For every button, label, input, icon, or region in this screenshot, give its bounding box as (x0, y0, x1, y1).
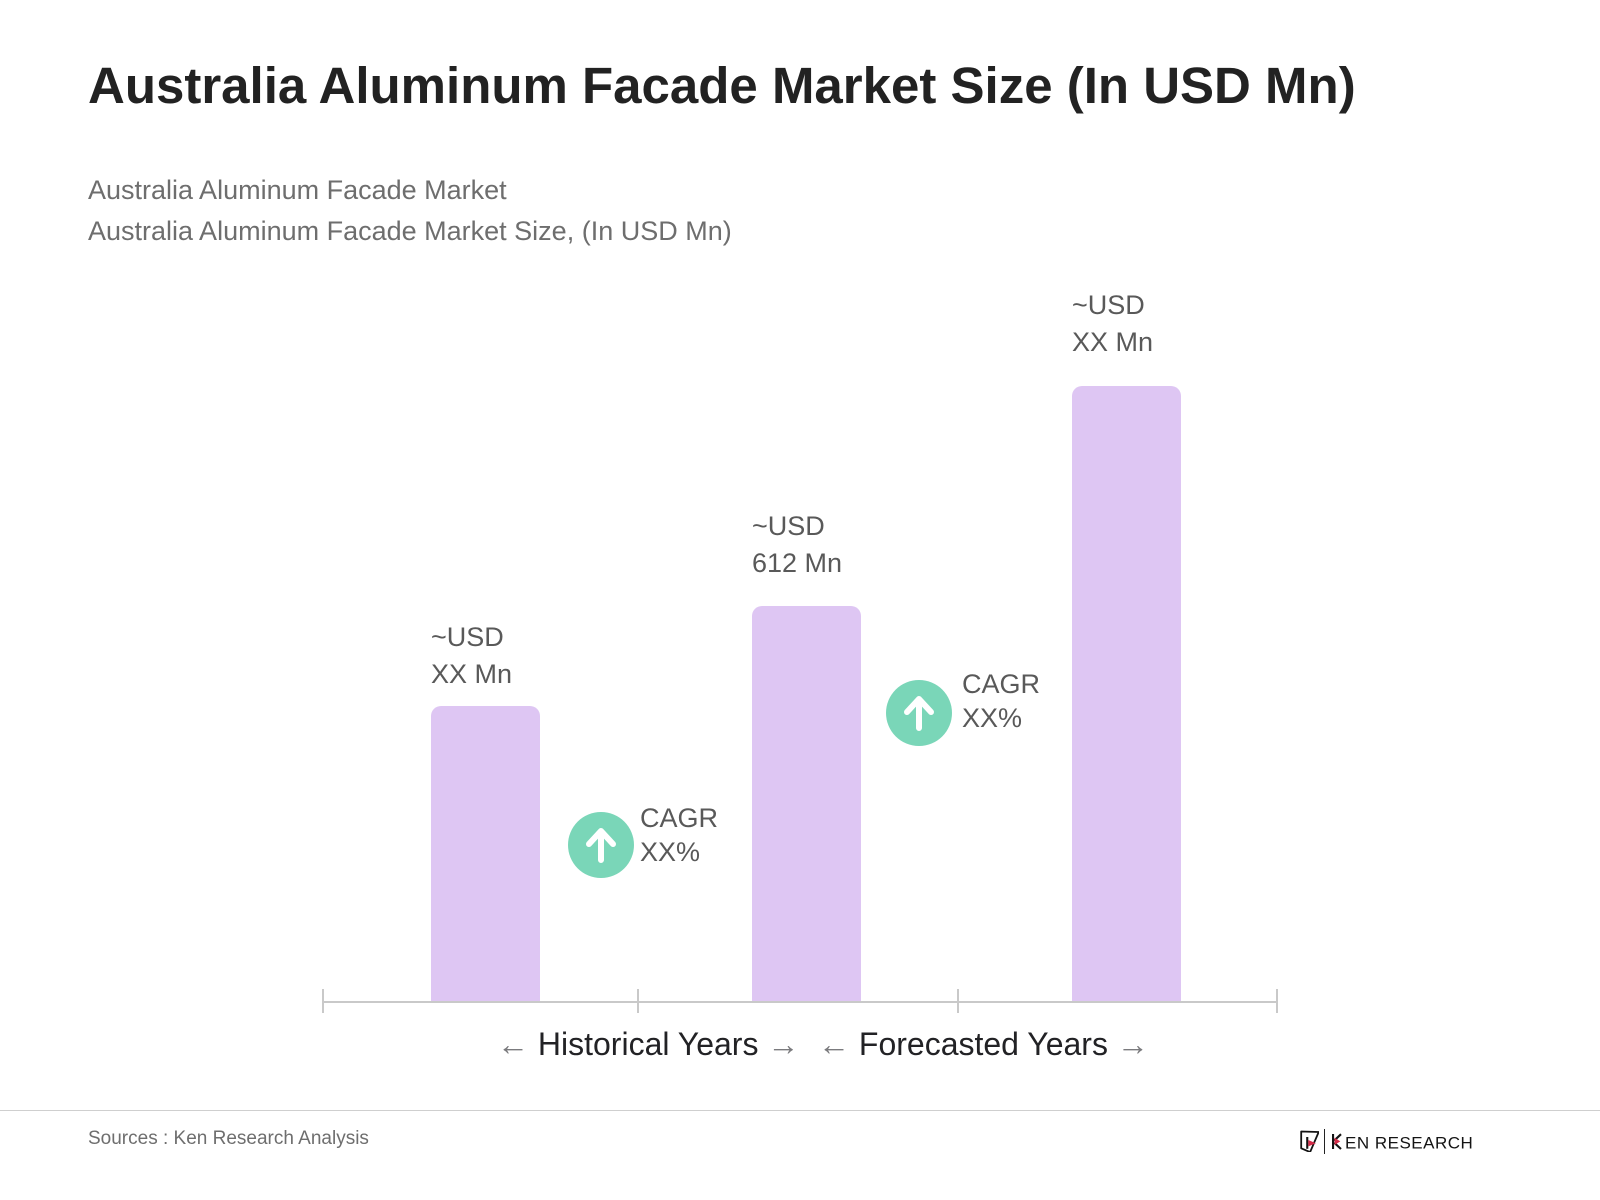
svg-text:EN RESEARCH: EN RESEARCH (1345, 1134, 1473, 1153)
